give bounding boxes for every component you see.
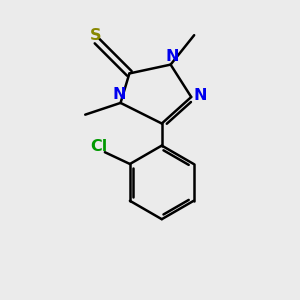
Text: Cl: Cl [90, 140, 107, 154]
Text: N: N [194, 88, 207, 103]
Text: N: N [112, 87, 126, 102]
Text: N: N [165, 49, 179, 64]
Text: S: S [90, 28, 101, 43]
